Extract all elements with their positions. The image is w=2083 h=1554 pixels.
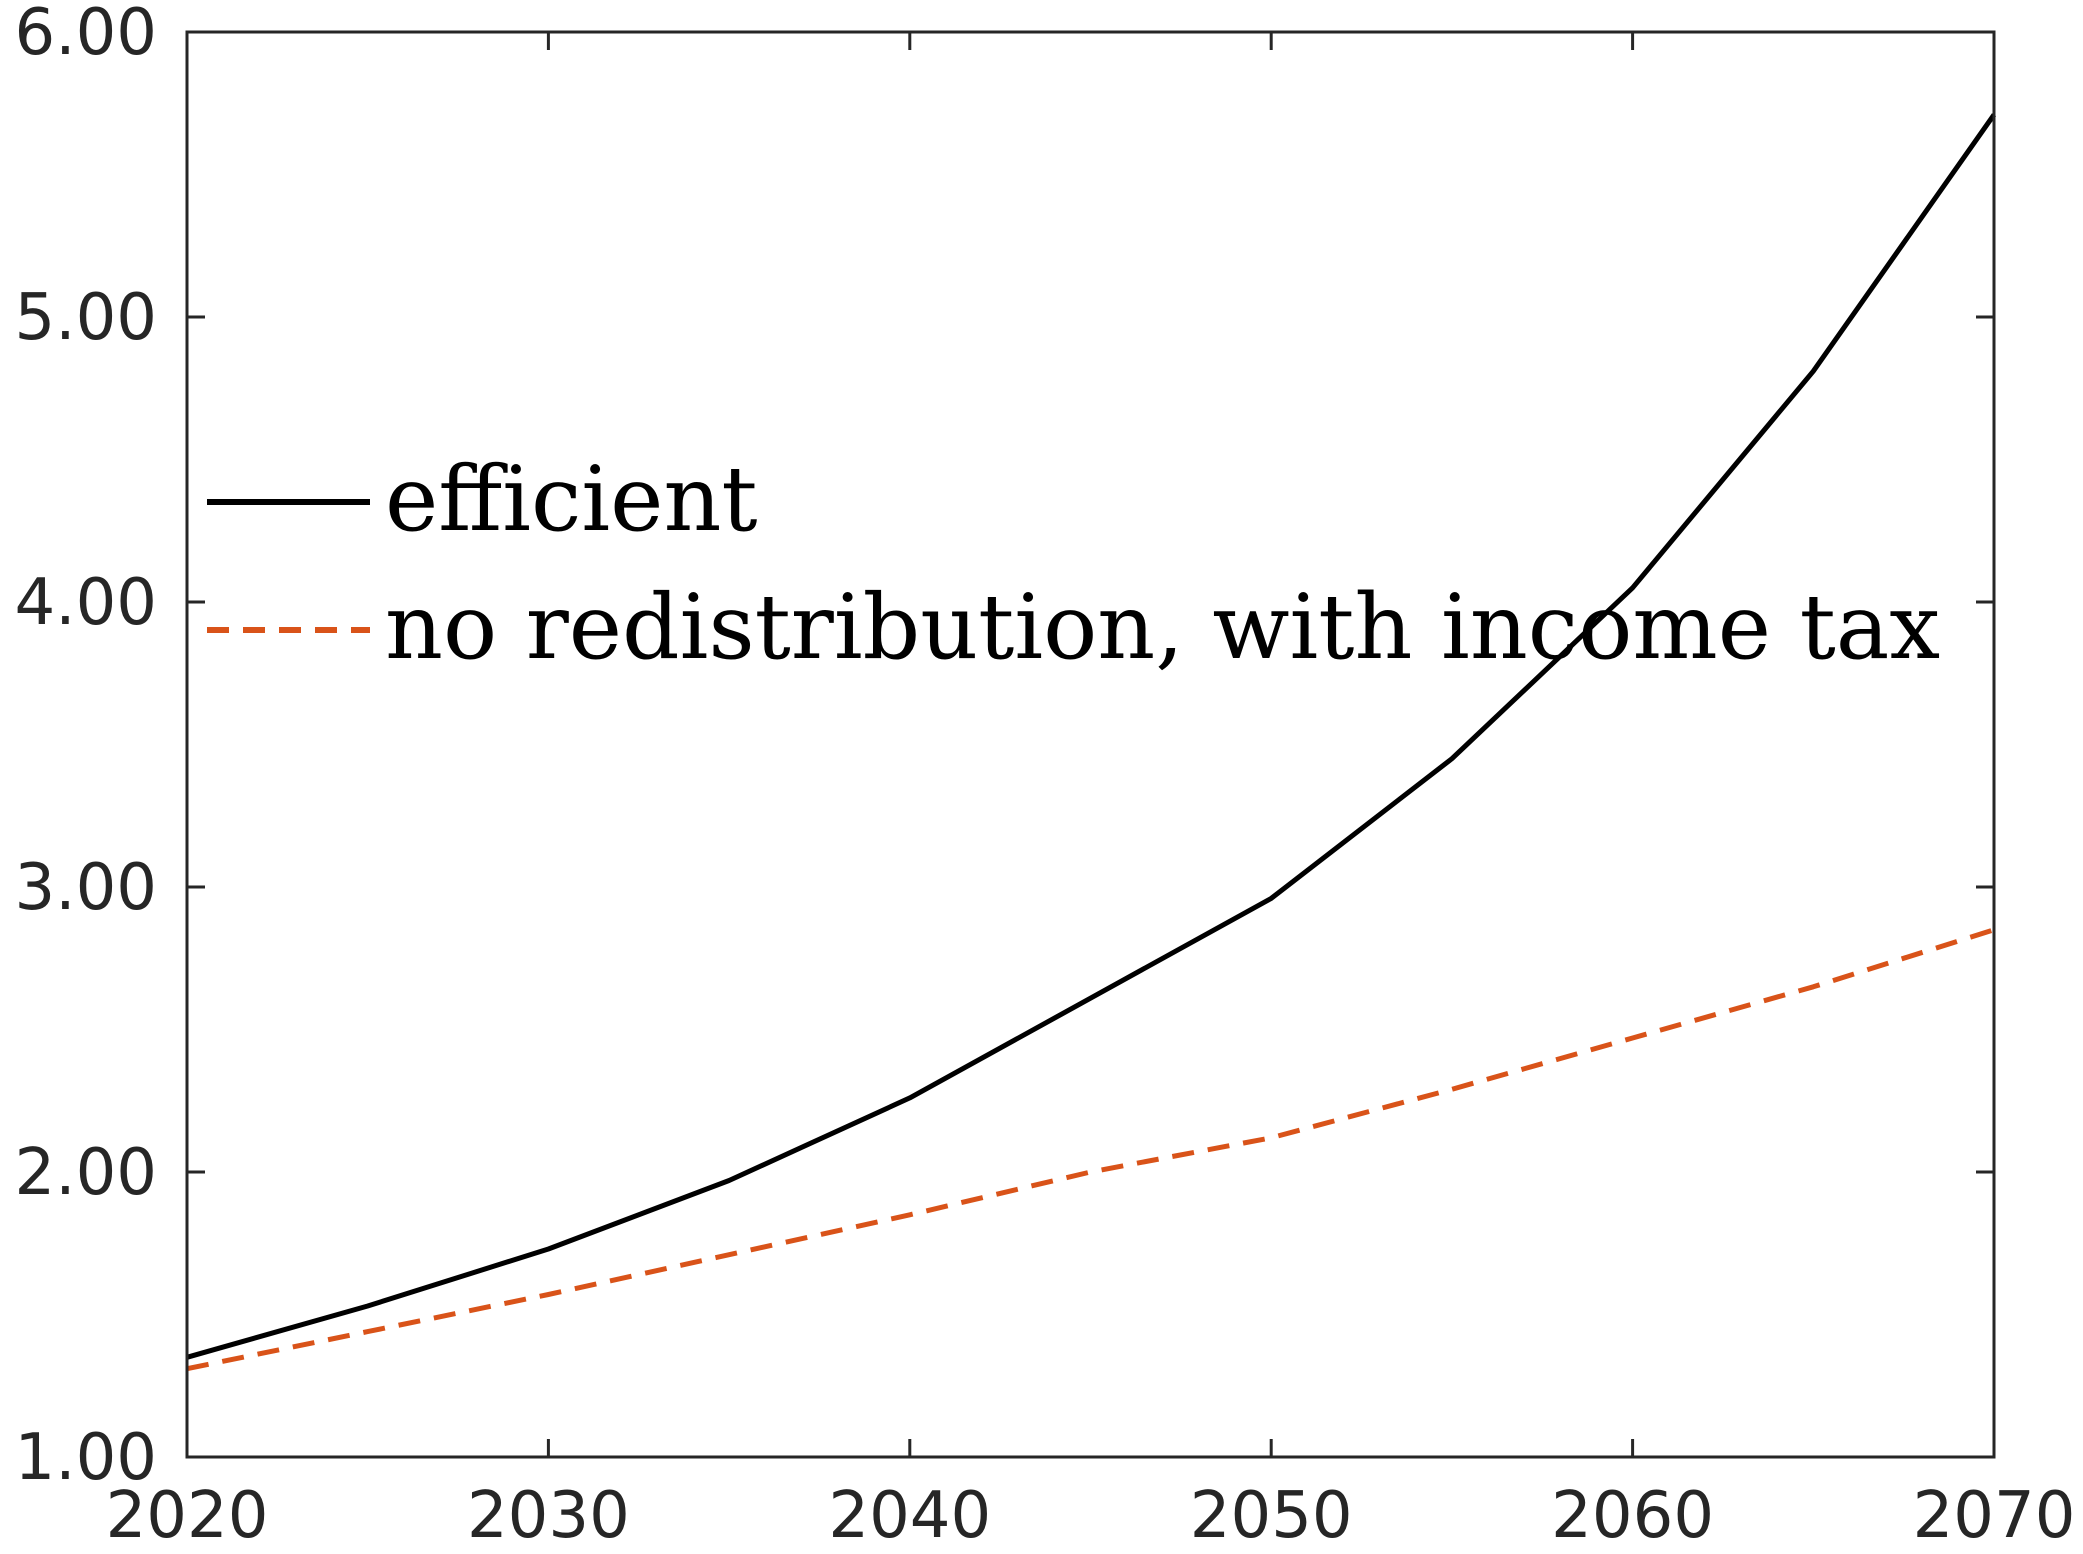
y-tick-label: 2.00	[15, 1136, 158, 1210]
y-tick-label: 6.00	[15, 0, 158, 70]
y-tick-label: 4.00	[15, 566, 158, 640]
x-tick-label: 2050	[1190, 1479, 1353, 1553]
x-tick-label: 2020	[106, 1479, 269, 1553]
y-tick-label: 5.00	[15, 281, 158, 355]
series	[186, 113, 1997, 1372]
x-tick-label: 2060	[1551, 1479, 1714, 1553]
y-tick-label: 1.00	[15, 1421, 158, 1495]
legend-label-efficient: efficient	[385, 447, 758, 552]
plot-frame	[185, 30, 1996, 1459]
x-tick-labels: 2020 2030 2040 2050 2060 2070	[106, 1479, 2076, 1553]
series-line-1	[186, 927, 1995, 1372]
series-line-0	[186, 113, 1997, 1360]
x-tick-label: 2070	[1913, 1479, 2076, 1553]
legend: efficient no redistribution, with income…	[207, 447, 1940, 680]
x-tick-label: 2030	[467, 1479, 630, 1553]
y-tick-label: 3.00	[15, 851, 158, 925]
y-tick-labels: 1.00 2.00 3.00 4.00 5.00 6.00	[15, 0, 158, 1495]
legend-label-no-redistribution: no redistribution, with income tax	[385, 575, 1940, 680]
x-tick-label: 2040	[828, 1479, 991, 1553]
